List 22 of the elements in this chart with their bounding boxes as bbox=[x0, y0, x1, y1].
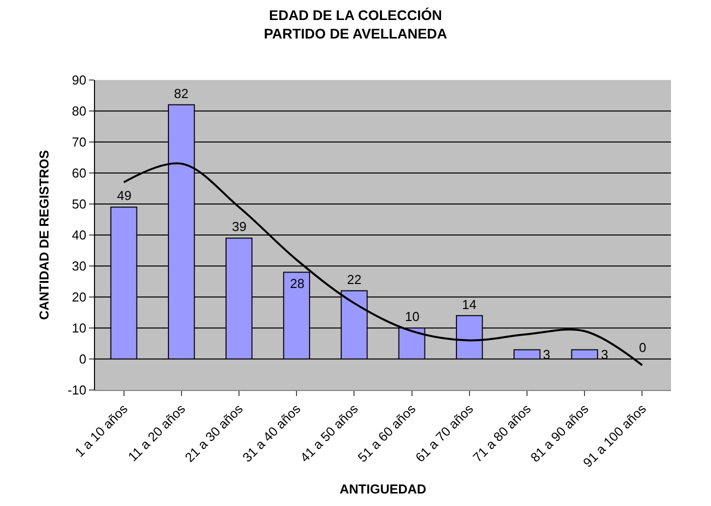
y-tick-label: 50 bbox=[72, 196, 86, 212]
data-label: 22 bbox=[347, 272, 362, 287]
y-tick-label: 90 bbox=[72, 72, 86, 88]
y-tick-label: 0 bbox=[79, 352, 86, 367]
y-tick-label: 30 bbox=[72, 258, 86, 274]
y-axis-title: CANTIDAD DE REGISTROS bbox=[36, 150, 52, 320]
y-tick-label: 40 bbox=[72, 228, 86, 243]
data-label: 10 bbox=[405, 309, 420, 324]
y-tick-label: 60 bbox=[72, 166, 86, 181]
data-label: 28 bbox=[290, 276, 304, 291]
y-tick-label: 20 bbox=[72, 290, 86, 305]
data-label: 49 bbox=[117, 188, 132, 203]
chart-title: EDAD DE LA COLECCIÓN PARTIDO DE AVELLANEDA bbox=[264, 7, 448, 42]
y-tick-label: 10 bbox=[72, 320, 86, 336]
y-tick-label: 70 bbox=[72, 134, 86, 150]
data-label: 14 bbox=[462, 297, 476, 312]
data-label: 82 bbox=[174, 86, 188, 101]
y-tick-label: 80 bbox=[72, 104, 86, 119]
data-label: 0 bbox=[639, 340, 646, 355]
data-label: 39 bbox=[232, 219, 246, 234]
y-tick-label: -10 bbox=[68, 382, 86, 398]
x-axis-title: ANTIGUEDAD bbox=[340, 482, 426, 497]
